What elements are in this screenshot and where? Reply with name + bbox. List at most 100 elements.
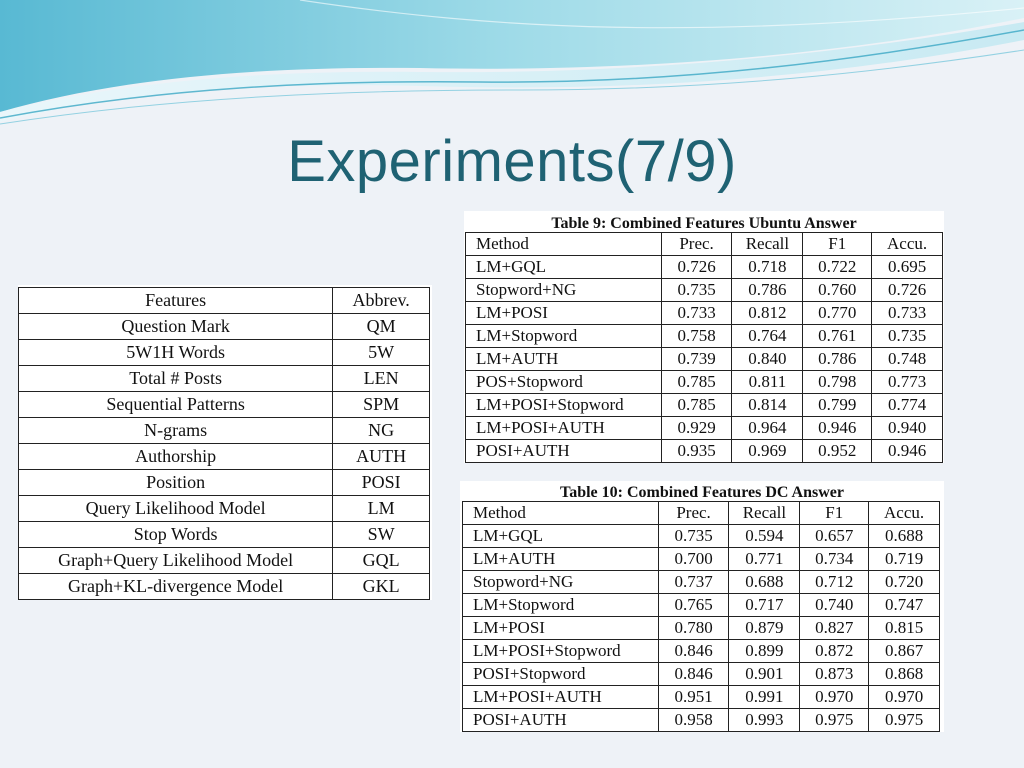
table10-header-f1: F1: [799, 501, 870, 525]
features-cell: Stop Words: [17, 521, 334, 548]
table9-row: POSI+AUTH 0.935 0.969 0.952 0.946: [465, 439, 943, 463]
table10-cell: 0.951: [657, 685, 730, 709]
features-header-abbrev: Abbrev.: [332, 287, 430, 314]
table10-row: Stopword+NG 0.737 0.688 0.712 0.720: [462, 570, 940, 594]
features-cell: SW: [332, 521, 430, 548]
table9-cell: 0.786: [731, 278, 804, 302]
table10-cell: 0.765: [657, 593, 730, 617]
table9-cell: 0.798: [802, 370, 873, 394]
features-cell: Question Mark: [17, 313, 334, 340]
table10-cell: Stopword+NG: [462, 570, 659, 594]
table9-cell: 0.733: [871, 301, 943, 325]
table10-row: LM+AUTH 0.700 0.771 0.734 0.719: [462, 547, 940, 571]
table10-cell: 0.993: [728, 708, 801, 732]
features-row: N-grams NG: [17, 417, 430, 444]
table10-header-prec: Prec.: [657, 501, 730, 525]
table9-row: LM+AUTH 0.739 0.840 0.786 0.748: [465, 347, 943, 371]
table9: Method Prec. Recall F1 Accu. LM+GQL 0.726…: [465, 232, 943, 463]
table10-row: LM+POSI+AUTH 0.951 0.991 0.970 0.970: [462, 685, 940, 709]
features-row: Graph+Query Likelihood Model GQL: [17, 547, 430, 574]
table9-cell: 0.748: [871, 347, 943, 371]
table9-cell: LM+GQL: [465, 255, 662, 279]
table9-cell: POS+Stopword: [465, 370, 662, 394]
table9-cell: 0.969: [731, 439, 804, 463]
features-header-row: Features Abbrev.: [17, 287, 430, 314]
table10-cell: 0.827: [799, 616, 870, 640]
table10-cell: LM+POSI+Stopword: [462, 639, 659, 663]
table10-header-accu: Accu.: [868, 501, 940, 525]
table10-cell: LM+GQL: [462, 524, 659, 548]
features-cell: QM: [332, 313, 430, 340]
table10-panel: Table 10: Combined Features DC Answer Me…: [460, 481, 944, 732]
table10-cell: 0.867: [868, 639, 940, 663]
table10: Method Prec. Recall F1 Accu. LM+GQL 0.735…: [462, 501, 940, 732]
features-row: Graph+KL-divergence Model GKL: [17, 573, 430, 600]
table9-row: LM+GQL 0.726 0.718 0.722 0.695: [465, 255, 943, 279]
table9-row: LM+POSI 0.733 0.812 0.770 0.733: [465, 301, 943, 325]
table10-cell: 0.879: [728, 616, 801, 640]
features-cell: 5W1H Words: [17, 339, 334, 366]
features-cell: GKL: [332, 573, 430, 600]
table9-cell: 0.722: [802, 255, 873, 279]
table10-header-recall: Recall: [728, 501, 801, 525]
features-table: Features Abbrev. Question Mark QM 5W1H Wor…: [17, 287, 430, 600]
table10-cell: 0.975: [799, 708, 870, 732]
table9-cell: POSI+AUTH: [465, 439, 662, 463]
table10-cell: 0.991: [728, 685, 801, 709]
table9-cell: 0.718: [731, 255, 804, 279]
table9-cell: 0.929: [660, 416, 733, 440]
table10-cell: 0.712: [799, 570, 870, 594]
table9-cell: 0.786: [802, 347, 873, 371]
features-cell: 5W: [332, 339, 430, 366]
table10-cell: 0.720: [868, 570, 940, 594]
table9-row: LM+Stopword 0.758 0.764 0.761 0.735: [465, 324, 943, 348]
table10-cell: 0.735: [657, 524, 730, 548]
table10-cell: 0.970: [868, 685, 940, 709]
table10-cell: 0.975: [868, 708, 940, 732]
header-swoosh-decoration: [0, 0, 1024, 125]
table10-cell: 0.901: [728, 662, 801, 686]
table9-cell: 0.812: [731, 301, 804, 325]
table9-cell: 0.735: [660, 278, 733, 302]
table9-cell: 0.785: [660, 370, 733, 394]
table10-cell: 0.719: [868, 547, 940, 571]
table9-cell: 0.735: [871, 324, 943, 348]
table10-caption: Table 10: Combined Features DC Answer: [559, 484, 844, 501]
features-cell: POSI: [332, 469, 430, 496]
features-row: Stop Words SW: [17, 521, 430, 548]
features-cell: Total # Posts: [17, 365, 334, 392]
table9-cell: 0.952: [802, 439, 873, 463]
table9-panel: Table 9: Combined Features Ubuntu Answer…: [464, 211, 944, 463]
table9-cell: 0.761: [802, 324, 873, 348]
slide-title: Experiments(7/9): [287, 129, 737, 194]
table9-header-row: Method Prec. Recall F1 Accu.: [465, 232, 943, 256]
features-cell: Position: [17, 469, 334, 496]
table9-cell: 0.935: [660, 439, 733, 463]
table10-row: LM+GQL 0.735 0.594 0.657 0.688: [462, 524, 940, 548]
table10-cell: 0.747: [868, 593, 940, 617]
table9-row: LM+POSI+Stopword 0.785 0.814 0.799 0.774: [465, 393, 943, 417]
table10-cell: LM+POSI: [462, 616, 659, 640]
features-table-panel: Features Abbrev. Question Mark QM 5W1H Wor…: [17, 285, 432, 600]
table10-cell: 0.594: [728, 524, 801, 548]
table9-header-f1: F1: [802, 232, 873, 256]
table10-cell: 0.688: [728, 570, 801, 594]
features-cell: Sequential Patterns: [17, 391, 334, 418]
table10-cell: LM+Stopword: [462, 593, 659, 617]
table10-cell: 0.846: [657, 662, 730, 686]
table10-cell: 0.868: [868, 662, 940, 686]
features-cell: NG: [332, 417, 430, 444]
table9-cell: 0.840: [731, 347, 804, 371]
table9-cell: 0.726: [871, 278, 943, 302]
table10-cell: 0.734: [799, 547, 870, 571]
table9-header-prec: Prec.: [660, 232, 733, 256]
table10-cell: 0.688: [868, 524, 940, 548]
table9-cell: LM+Stopword: [465, 324, 662, 348]
table10-cell: 0.873: [799, 662, 870, 686]
table10-row: POSI+Stopword 0.846 0.901 0.873 0.868: [462, 662, 940, 686]
features-cell: N-grams: [17, 417, 334, 444]
table10-cell: 0.970: [799, 685, 870, 709]
features-row: Position POSI: [17, 469, 430, 496]
table9-cell: 0.770: [802, 301, 873, 325]
table10-cell: 0.872: [799, 639, 870, 663]
